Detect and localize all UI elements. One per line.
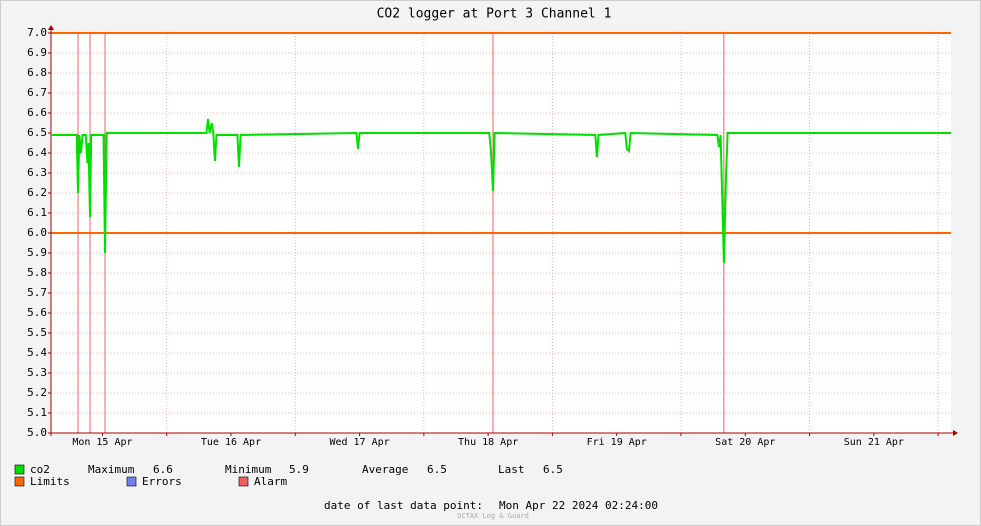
chart-title: CO2 logger at Port 3 Channel 1: [377, 7, 612, 22]
y-tick-label: 6.6: [27, 106, 47, 119]
y-tick-label: 5.8: [27, 266, 47, 279]
y-tick-label: 6.0: [27, 226, 47, 239]
footer-label: date of last data point:: [324, 499, 483, 512]
y-tick-label: 5.5: [27, 326, 47, 339]
y-tick-label: 5.9: [27, 246, 47, 259]
y-tick-label: 6.7: [27, 86, 47, 99]
stat-value: 5.9: [289, 463, 309, 476]
legend-swatch: [14, 464, 25, 475]
x-tick-label: Mon 15 Apr: [72, 437, 132, 448]
legend-label: Limits: [30, 475, 70, 488]
y-tick-label: 5.0: [27, 426, 47, 439]
y-tick-label: 5.3: [27, 366, 47, 379]
x-axis-arrow: [953, 430, 958, 436]
stat-value: 6.5: [427, 463, 447, 476]
x-tick-label: Sat 20 Apr: [715, 437, 775, 448]
x-tick-label: Wed 17 Apr: [329, 437, 389, 448]
watermark: OCTAX Log & Guard: [457, 512, 529, 520]
stat-label: Average: [362, 463, 408, 476]
y-axis-arrow: [48, 25, 54, 30]
legend-label: co2: [30, 463, 50, 476]
legend-swatch: [238, 476, 249, 487]
stat-label: Minimum: [225, 463, 272, 476]
y-tick-label: 6.9: [27, 46, 47, 59]
stat-value: 6.5: [543, 463, 563, 476]
stat-label: Maximum: [88, 463, 135, 476]
legend-label: Errors: [142, 475, 182, 488]
y-tick-label: 6.1: [27, 206, 47, 219]
x-tick-label: Thu 18 Apr: [458, 437, 518, 448]
y-tick-label: 5.6: [27, 306, 47, 319]
y-tick-label: 5.2: [27, 386, 47, 399]
y-tick-label: 5.7: [27, 286, 47, 299]
stat-label: Last: [498, 463, 525, 476]
legend-label: Alarm: [254, 475, 287, 488]
y-tick-label: 5.1: [27, 406, 47, 419]
footer-date: Mon Apr 22 2024 02:24:00: [499, 499, 658, 512]
y-tick-label: 5.4: [27, 346, 47, 359]
legend-swatch: [14, 476, 25, 487]
x-tick-label: Sun 21 Apr: [844, 437, 904, 448]
legend-swatch: [126, 476, 137, 487]
y-tick-label: 6.5: [27, 126, 47, 139]
y-tick-label: 6.8: [27, 66, 47, 79]
y-tick-label: 6.2: [27, 186, 47, 199]
y-tick-label: 6.4: [27, 146, 47, 159]
stat-value: 6.6: [153, 463, 173, 476]
y-tick-label: 7.0: [27, 26, 47, 39]
y-tick-label: 6.3: [27, 166, 47, 179]
x-tick-label: Tue 16 Apr: [201, 437, 261, 448]
x-tick-label: Fri 19 Apr: [587, 437, 647, 448]
data-line: [51, 118, 951, 264]
